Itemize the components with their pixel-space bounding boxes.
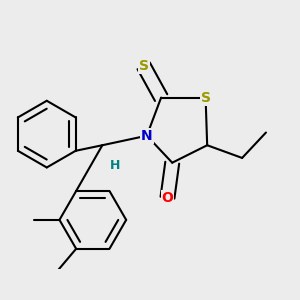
Text: H: H — [110, 159, 120, 172]
Text: S: S — [139, 59, 148, 73]
Text: O: O — [161, 191, 173, 205]
Text: S: S — [201, 91, 211, 105]
Text: N: N — [141, 129, 153, 143]
